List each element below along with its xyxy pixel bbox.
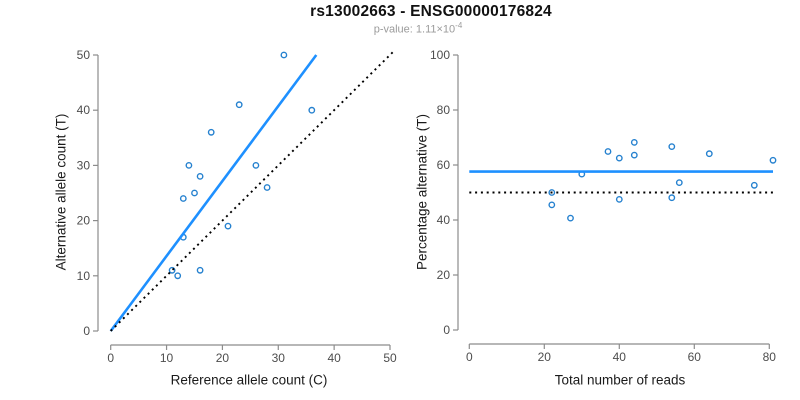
x-tick-label: 40 <box>613 350 627 364</box>
data-point <box>750 181 758 189</box>
y-tick-label: 50 <box>77 48 91 62</box>
y-tick-label: 0 <box>83 324 90 338</box>
data-point <box>174 272 182 280</box>
data-points <box>548 138 777 222</box>
x-tick-label: 0 <box>107 351 114 365</box>
data-points <box>168 51 316 280</box>
identity-line <box>110 49 396 332</box>
data-point <box>630 138 638 146</box>
data-point <box>668 194 676 202</box>
pvalue-label: p-value: <box>373 23 416 36</box>
left-plot-y-axis-label: Alternative allele count (T) <box>53 113 69 271</box>
x-tick-label: 10 <box>160 351 174 365</box>
data-point <box>675 179 683 187</box>
left-plot: 0 10 20 30 40 50 0 10 20 30 40 50 <box>77 48 397 365</box>
x-tick-label: 0 <box>466 350 473 364</box>
data-point <box>235 101 243 109</box>
y-tick-label: 20 <box>77 214 91 228</box>
data-point <box>548 189 556 196</box>
right-plot-x-axis-label: Total number of reads <box>554 372 686 388</box>
pvalue-exponent: -4 <box>455 21 463 30</box>
data-point <box>252 161 260 169</box>
data-point <box>196 266 204 274</box>
data-point <box>615 195 623 203</box>
right-plot: 0 20 40 60 80 100 0 20 40 60 80 <box>430 48 777 364</box>
left-plot-x-axis-label: Reference allele count (C) <box>170 372 328 388</box>
x-tick-label: 40 <box>327 351 341 365</box>
y-tick-label: 10 <box>77 269 91 283</box>
data-point <box>630 151 638 159</box>
right-plot-y-axis-label: Percentage alternative (T) <box>414 113 430 271</box>
data-point <box>191 189 198 197</box>
y-tick-label: 80 <box>437 103 451 117</box>
figure-title: rs13002663 - ENSG00000176824 <box>310 3 552 20</box>
data-point <box>769 156 777 164</box>
y-tick-label: 20 <box>437 268 451 282</box>
pvalue-mantissa: 1.11×10 <box>415 23 456 36</box>
tick-labels: 0 20 40 60 80 100 0 20 40 60 80 <box>430 48 776 364</box>
figure-subtitle: p-value: 1.11×10-4 <box>374 21 463 36</box>
data-point <box>168 266 176 274</box>
y-tick-label: 40 <box>77 103 91 117</box>
data-point <box>615 154 623 162</box>
data-point <box>705 150 713 158</box>
data-point <box>308 106 316 114</box>
x-tick-label: 60 <box>688 350 702 364</box>
y-tick-label: 40 <box>437 213 451 227</box>
y-tick-label: 30 <box>77 158 91 172</box>
axes <box>453 54 770 349</box>
x-tick-label: 80 <box>763 350 777 364</box>
data-point <box>263 184 271 191</box>
x-tick-label: 20 <box>216 351 230 365</box>
data-point <box>567 214 574 222</box>
regression-line <box>109 54 318 332</box>
data-point <box>179 195 187 202</box>
data-point <box>224 222 232 230</box>
axes <box>93 54 391 350</box>
data-point <box>668 143 676 151</box>
data-point <box>207 128 215 136</box>
data-point <box>280 51 288 59</box>
y-tick-label: 100 <box>430 48 450 62</box>
data-point <box>548 201 556 209</box>
tick-labels: 0 10 20 30 40 50 0 10 20 30 40 50 <box>77 48 397 365</box>
data-point <box>196 172 204 180</box>
x-tick-label: 50 <box>383 351 397 365</box>
x-tick-label: 30 <box>272 351 286 365</box>
y-tick-label: 0 <box>443 323 450 337</box>
data-point <box>185 161 193 169</box>
data-point <box>604 148 612 155</box>
x-tick-label: 20 <box>538 350 552 364</box>
y-tick-label: 60 <box>437 158 451 172</box>
